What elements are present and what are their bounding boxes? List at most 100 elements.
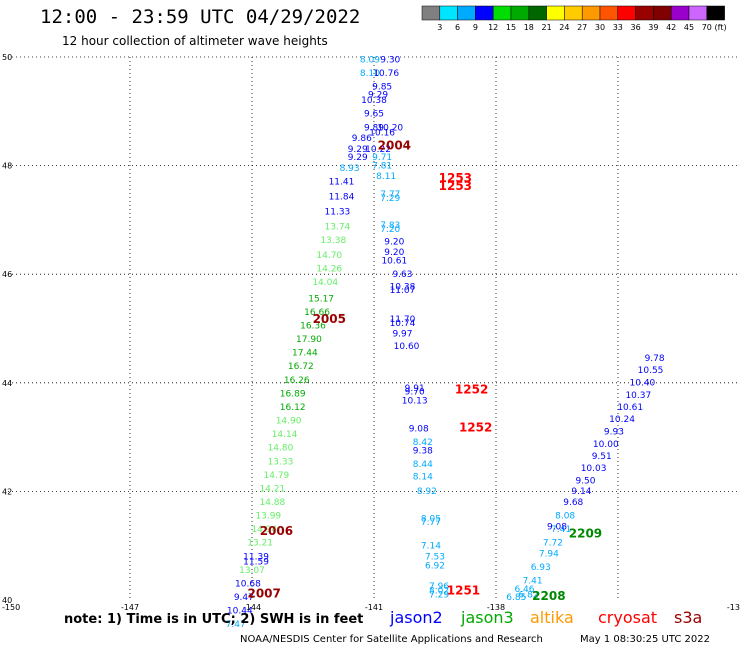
data-points: 8.09 9.308.1010.769.859.2910.389.659.8910…: [226, 55, 665, 630]
wave-height-point: 9.20: [384, 248, 404, 258]
x-tick-label: -150: [2, 603, 20, 612]
wave-height-point: 16.36: [300, 322, 326, 332]
wave-height-point: 8.09: [360, 55, 380, 65]
wave-height-point: 6.85: [506, 593, 526, 603]
color-scale-bar: 3 6 9 12 15 18 21 24 27 30 33 36 39 42 45 70 (ft): [421, 5, 727, 32]
wave-height-point: 10.60: [394, 342, 420, 352]
wave-height-point: 10.44: [227, 607, 253, 617]
wave-height-point: 14.94: [251, 525, 277, 535]
wave-height-point: 10.38: [361, 96, 387, 106]
wave-height-point: 6.92: [425, 562, 445, 572]
wave-height-point: 9.29: [348, 153, 368, 163]
wave-height-point: 9.89: [364, 123, 384, 133]
color-scale-swatch: [510, 5, 530, 21]
wave-height-point: 9.14: [571, 487, 591, 497]
chart-subtitle: 12 hour collection of altimeter wave hei…: [62, 34, 328, 48]
wave-height-point: 7.77: [380, 190, 400, 200]
wave-height-point: 7.47: [226, 620, 246, 630]
color-scale-swatch: [457, 5, 476, 21]
wave-height-point: 9.38: [413, 446, 433, 456]
wave-height-point: 13.21: [247, 539, 273, 549]
x-tick-label: -138: [487, 603, 505, 612]
wave-height-point: 8.14: [413, 472, 433, 482]
wave-height-point: 14.88: [259, 498, 285, 508]
satellite-s3a: s3a: [674, 608, 703, 627]
wave-height-point: 14.04: [312, 278, 338, 288]
wave-height-point: 11.70: [390, 315, 416, 325]
wave-height-point: 11.84: [329, 192, 355, 202]
grid-lines: [8, 56, 740, 600]
wave-height-point: 7.72: [543, 539, 563, 549]
wave-height-point: 13.33: [268, 457, 294, 467]
color-scale-swatch: [670, 5, 690, 21]
wave-height-point: 11.07: [390, 286, 416, 296]
wave-height-point: 16.66: [304, 308, 330, 318]
color-scale-level: 12: [488, 23, 498, 32]
wave-height-point: 16.89: [280, 389, 306, 399]
y-tick-label: 50: [2, 53, 12, 62]
wave-height-point: 9.29: [368, 91, 388, 101]
wave-height-point: 17.44: [292, 349, 318, 359]
wave-height-point: 8.11: [376, 172, 396, 182]
color-scale-unit: (ft): [715, 23, 727, 32]
y-tick-label: 44: [2, 379, 12, 388]
color-scale-level: 30: [595, 23, 605, 32]
color-scale-level: 39: [648, 23, 658, 32]
y-tick-label: 42: [2, 487, 12, 496]
wave-height-point: 9.68: [563, 498, 583, 508]
wave-height-point: 14.14: [272, 430, 298, 440]
wave-height-point: 7.53: [425, 552, 445, 562]
wave-height-point: 9.78: [645, 354, 665, 364]
y-tick-label: 40: [2, 596, 12, 605]
wave-height-point: 7.14: [421, 541, 441, 551]
wave-height-point: 10.13: [402, 396, 428, 406]
x-tick-label: -141: [365, 603, 383, 612]
wave-height-point: 7.81: [372, 161, 392, 171]
color-scale-level: 45: [684, 23, 694, 32]
y-axis-ticks: 40 42 44 46 48 50: [2, 53, 12, 605]
wave-height-point: 13.74: [325, 223, 351, 233]
pass-number-label: 1252: [455, 383, 488, 397]
wave-height-point: 10.16: [369, 129, 395, 139]
color-scale-swatch: [599, 5, 619, 21]
pass-number-label: 2006: [260, 524, 293, 538]
x-tick-label: -144: [243, 603, 261, 612]
wave-height-point: 11.41: [329, 178, 355, 188]
wave-height-point: 8.92: [417, 487, 437, 497]
color-scale-level: 42: [666, 23, 676, 32]
x-axis-ticks: -150 -147 -144 -141 -138 -13: [2, 603, 740, 612]
color-scale-level: 9: [473, 23, 478, 32]
satellite-jason3: jason3: [461, 608, 514, 627]
wave-height-point: 9.86: [352, 134, 372, 144]
pass-number-label: 2005: [313, 312, 346, 326]
color-scale-level: 21: [542, 23, 552, 32]
footer-org: NOAA/NESDIS Center for Satellite Applica…: [240, 634, 543, 645]
color-scale-level: 15: [506, 23, 516, 32]
wave-height-point: 9.63: [392, 270, 412, 280]
wave-height-point: 10.76: [373, 69, 399, 79]
wave-height-point: 9.30: [380, 55, 400, 65]
color-scale-level: 24: [559, 23, 569, 32]
color-scale-swatch: [688, 5, 708, 21]
wave-height-point: 10.68: [235, 579, 261, 589]
wave-height-point: 7.94: [539, 550, 559, 560]
color-scale-swatch: [421, 5, 441, 21]
color-scale-level: 36: [631, 23, 641, 32]
wave-height-point: 10.74: [390, 319, 416, 329]
wave-height-point: 9.70: [405, 388, 425, 398]
wave-height-point: 10.61: [381, 256, 407, 266]
wave-height-point: 16.12: [280, 403, 306, 413]
footer-timestamp: May 1 08:30:25 UTC 2022: [580, 634, 710, 645]
wave-height-point: 9.51: [592, 452, 612, 462]
y-tick-label: 48: [2, 162, 12, 171]
color-scale-swatch: [635, 5, 654, 21]
wave-height-point: 10.22: [365, 145, 391, 155]
wave-height-point: 7.41: [551, 525, 571, 535]
color-scale-swatch: [706, 5, 725, 21]
wave-height-point: 8.44: [413, 460, 433, 470]
wave-height-point: 14.26: [316, 264, 342, 274]
satellite-altika: altika: [530, 608, 574, 627]
wave-height-point: 7.29: [380, 194, 400, 204]
wave-height-point: 15.17: [308, 294, 334, 304]
